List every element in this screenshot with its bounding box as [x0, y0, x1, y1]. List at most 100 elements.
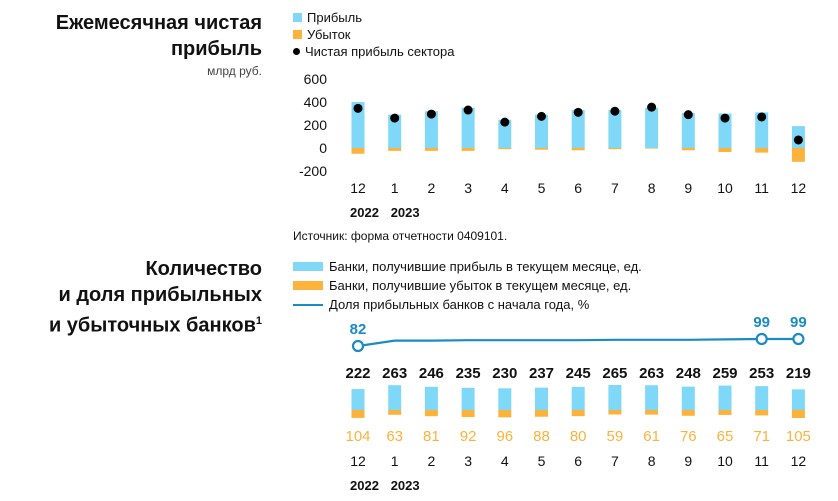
loss-banks-bar [571, 410, 585, 417]
y-tick-label: 0 [319, 140, 327, 156]
x-tick-label: 2 [428, 453, 436, 469]
profitable-banks-bar [791, 389, 805, 410]
profit-bar [718, 113, 732, 148]
profitable-banks-bar [608, 385, 622, 410]
chart2-title-line3-text: и убыточных банков [48, 314, 256, 337]
chart2-title-line2: и доля прибыльных [58, 284, 262, 306]
net-profit-dot [353, 103, 363, 113]
profit-bar [645, 107, 659, 148]
chart1-legend-loss: Убыток [293, 27, 351, 42]
profitable-banks-bar [498, 388, 512, 410]
profitable-banks-bar [571, 386, 585, 410]
legend-swatch-profit [293, 13, 302, 22]
loss-bar [645, 148, 659, 149]
chart1-legend-profit: Прибыль [293, 10, 362, 25]
chart2-title: Количество и доля прибыльных и убыточных… [10, 256, 262, 339]
loss-bar [461, 148, 475, 151]
loss-bar [755, 148, 769, 153]
profit-count-label: 263 [639, 365, 664, 382]
loss-bar [608, 148, 622, 150]
x-tick-label: 3 [464, 180, 472, 196]
loss-bar [791, 148, 805, 162]
profit-count-label: 253 [749, 365, 774, 382]
profit-count-label: 222 [345, 365, 370, 382]
x-tick-label: 8 [648, 180, 656, 196]
profit-count-label: 263 [382, 365, 407, 382]
loss-count-label: 63 [386, 428, 403, 445]
loss-bar [351, 148, 365, 154]
net-profit-dot [683, 110, 693, 120]
y-tick-label: 200 [304, 117, 328, 133]
share-marker [351, 339, 365, 353]
profitable-banks-bar [755, 386, 769, 410]
net-profit-dot [720, 113, 730, 123]
net-profit-dot [390, 113, 400, 123]
x-tick-label: 12 [791, 180, 807, 196]
loss-count-label: 81 [423, 428, 440, 445]
year-label: 2022 [350, 478, 379, 493]
profit-bar [681, 112, 695, 148]
year-label: 2023 [391, 205, 420, 220]
loss-bar [498, 148, 512, 150]
loss-banks-bar [498, 410, 512, 418]
x-tick-label: 12 [350, 453, 366, 469]
profitable-banks-bar [718, 385, 732, 410]
chart1-legend-net: Чистая прибыль сектора [293, 44, 454, 59]
profitable-banks-bar [535, 387, 548, 410]
profitable-banks-bar [461, 387, 475, 410]
loss-bar [388, 148, 402, 151]
legend-swatch-net-dot [293, 48, 300, 55]
net-profit-dot [463, 105, 473, 115]
net-profit-dot [647, 102, 657, 112]
profit-count-label: 246 [419, 365, 444, 382]
loss-banks-bar [755, 410, 769, 416]
chart1-source: Источник: форма отчетности 0409101. [293, 229, 508, 243]
x-tick-label: 3 [464, 453, 472, 469]
loss-banks-bar [718, 410, 732, 415]
profit-bar [424, 111, 438, 148]
x-tick-label: 11 [754, 453, 769, 469]
loss-count-label: 76 [680, 428, 697, 445]
share-label: 82 [350, 321, 367, 338]
x-tick-label: 5 [538, 180, 546, 196]
net-profit-dot [426, 109, 436, 119]
profit-count-label: 245 [566, 365, 591, 382]
share-marker [792, 332, 805, 346]
profit-count-label: 219 [786, 365, 811, 382]
share-label: 99 [790, 314, 807, 331]
chart1-title-line1: Ежемесячная чистая [55, 12, 262, 34]
profit-count-label: 248 [676, 365, 701, 382]
legend-label-share: Доля прибыльных банков с начала года, % [329, 297, 590, 312]
x-tick-label: 2 [428, 180, 436, 196]
chart2-title-line3: и убыточных банков1 [10, 308, 262, 339]
x-tick-label: 1 [391, 453, 399, 469]
loss-bar [571, 148, 585, 151]
x-tick-label: 10 [717, 453, 733, 469]
legend-swatch-loss-banks [293, 281, 323, 290]
x-tick-label: 11 [754, 180, 769, 196]
loss-banks-bar [351, 410, 365, 418]
chart2-legend-loss: Банки, получившие убыток в текущем месяц… [293, 278, 631, 293]
year-label: 2023 [391, 478, 420, 493]
loss-count-label: 105 [786, 428, 811, 445]
x-tick-label: 12 [791, 453, 807, 469]
loss-banks-bar [424, 410, 438, 417]
loss-banks-bar [645, 410, 659, 415]
net-profit-dot [757, 112, 767, 122]
profit-count-label: 235 [456, 365, 481, 382]
net-profit-dot [537, 111, 546, 121]
legend-swatch-loss [293, 30, 302, 39]
chart1-title-line2: прибыль [170, 38, 262, 60]
profit-bar [351, 102, 365, 148]
x-tick-label: 5 [538, 453, 546, 469]
chart1-subtitle: млрд руб. [207, 64, 262, 78]
loss-count-label: 88 [533, 428, 550, 445]
loss-banks-bar [388, 410, 402, 415]
loss-banks-bar [608, 410, 622, 415]
loss-count-label: 104 [345, 428, 370, 445]
profit-bar [571, 110, 585, 148]
share-marker [755, 332, 768, 346]
profit-bar [535, 114, 548, 148]
x-tick-label: 10 [717, 180, 733, 196]
